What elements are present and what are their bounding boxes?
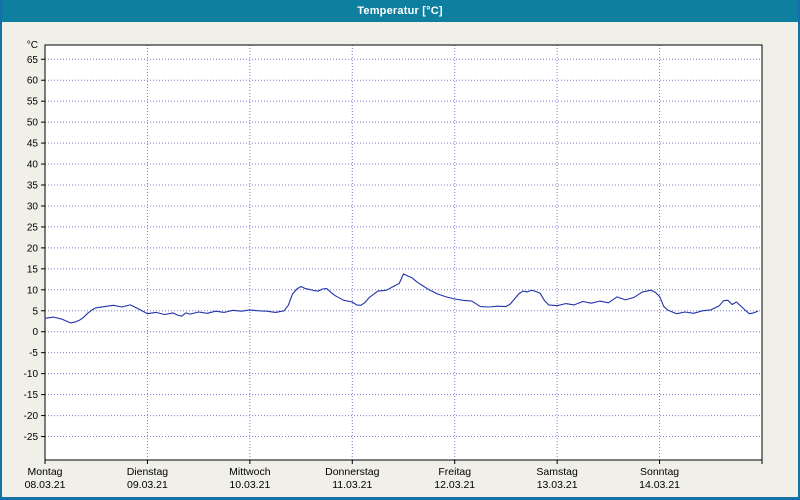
x-day-label: Montag — [27, 466, 62, 478]
svg-text:60: 60 — [27, 76, 39, 87]
x-date-label: 08.03.21 — [25, 479, 66, 491]
window-title: Temperatur [°C] — [357, 5, 443, 17]
gridlines — [45, 45, 762, 460]
svg-text:15: 15 — [27, 264, 39, 275]
svg-text:25: 25 — [27, 222, 39, 233]
axis-ticks — [41, 58, 763, 464]
x-date-label: 14.03.21 — [639, 479, 680, 491]
x-day-label: Mittwoch — [229, 466, 271, 478]
x-date-label: 12.03.21 — [434, 479, 475, 491]
x-date-label: 11.03.21 — [332, 479, 372, 491]
svg-text:55: 55 — [27, 97, 39, 108]
x-date-label: 10.03.21 — [229, 479, 270, 491]
svg-text:30: 30 — [27, 201, 39, 212]
x-day-label: Sonntag — [640, 466, 679, 478]
svg-text:10: 10 — [27, 285, 39, 296]
temperature-line — [44, 273, 759, 324]
svg-text:-15: -15 — [24, 390, 39, 401]
svg-text:-25: -25 — [24, 432, 39, 443]
svg-text:0: 0 — [32, 327, 38, 338]
svg-text:-10: -10 — [24, 369, 39, 380]
chart-body: 65 60 55 50 45 40 35 30 25 20 15 10 5 0 -5 -10 -15 -20 -25… — [2, 22, 798, 497]
svg-text:45: 45 — [27, 139, 39, 150]
svg-text:-20: -20 — [24, 411, 39, 422]
svg-text:50: 50 — [27, 118, 39, 129]
title-bar: Temperatur [°C] — [2, 0, 798, 22]
svg-text:-5: -5 — [29, 348, 38, 359]
svg-text:20: 20 — [27, 243, 39, 254]
plot-border — [44, 44, 763, 461]
x-date-label: 13.03.21 — [537, 479, 578, 491]
x-day-label: Samstag — [536, 466, 578, 478]
svg-text:40: 40 — [27, 160, 39, 171]
x-date-label: 09.03.21 — [127, 479, 168, 491]
x-day-label: Donnerstag — [325, 466, 379, 478]
svg-text:35: 35 — [27, 181, 39, 192]
plot-area — [45, 45, 762, 460]
svg-text:65: 65 — [27, 55, 39, 66]
x-day-label: Dienstag — [127, 466, 169, 478]
svg-text:5: 5 — [32, 306, 38, 317]
temperature-chart: 65605550454035302520151050-5-10-15-20-25… — [24, 40, 763, 491]
x-day-label: Freitag — [438, 466, 471, 478]
y-unit-label: °C — [27, 40, 38, 51]
